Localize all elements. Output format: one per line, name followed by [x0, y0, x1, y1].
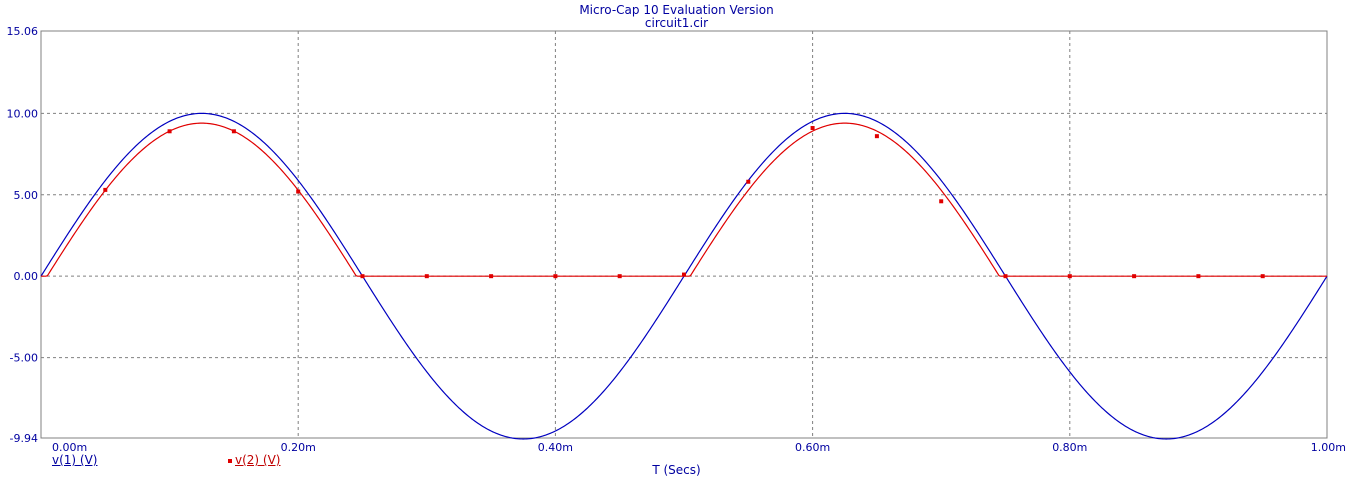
legend-v2[interactable]: v(2) (V): [228, 453, 281, 467]
legend-v1[interactable]: v(1) (V): [52, 453, 98, 467]
series-v2-marker: [1003, 274, 1008, 279]
x-axis-title: T (Secs): [652, 463, 701, 477]
chart-subtitle: circuit1.cir: [644, 16, 709, 30]
x-tick-label: 0.60m: [795, 441, 830, 454]
series-v2-marker: [874, 134, 879, 139]
x-tick-label: 0.40m: [538, 441, 573, 454]
x-tick-label: 0.00m: [52, 441, 87, 454]
series-v2-marker: [360, 274, 365, 279]
legend-v2-marker: [228, 458, 232, 463]
series-v2-marker: [617, 274, 622, 279]
series-v2-marker: [1132, 274, 1137, 279]
series-v2-marker: [553, 274, 558, 279]
series-v2-marker: [489, 274, 494, 279]
x-tick-label: 0.20m: [281, 441, 316, 454]
y-tick-label: -9.94: [10, 432, 38, 445]
series-v2-marker: [167, 129, 172, 134]
chart-title: Micro-Cap 10 Evaluation Version: [579, 3, 774, 17]
legend-v2-label: v(2) (V): [235, 453, 281, 467]
series-v2-marker: [231, 129, 236, 134]
series-v2-line: [41, 122, 1327, 277]
series-v2-marker: [296, 189, 301, 194]
x-tick-label: 1.00m: [1311, 441, 1346, 454]
x-tick-label: 0.80m: [1052, 441, 1087, 454]
plot-frame: [40, 30, 1328, 439]
series-v2-marker: [1196, 274, 1201, 279]
series-v2-marker: [1260, 274, 1265, 279]
y-tick-label: 5.00: [14, 189, 39, 202]
series-v2-marker: [810, 126, 815, 131]
series-v2-marker: [682, 272, 686, 277]
y-tick-label: 0.00: [14, 270, 39, 283]
series-v2-marker: [939, 199, 944, 204]
series-v2-marker: [746, 179, 751, 184]
series-v2-marker: [424, 274, 429, 279]
legend-v1-label: v(1) (V): [52, 453, 98, 467]
series-v2-marker: [103, 187, 108, 192]
series-v2-marker: [1067, 274, 1072, 279]
y-tick-label: -5.00: [10, 352, 38, 365]
y-tick-label: 15.06: [7, 25, 39, 38]
y-tick-label: 10.00: [7, 107, 39, 120]
